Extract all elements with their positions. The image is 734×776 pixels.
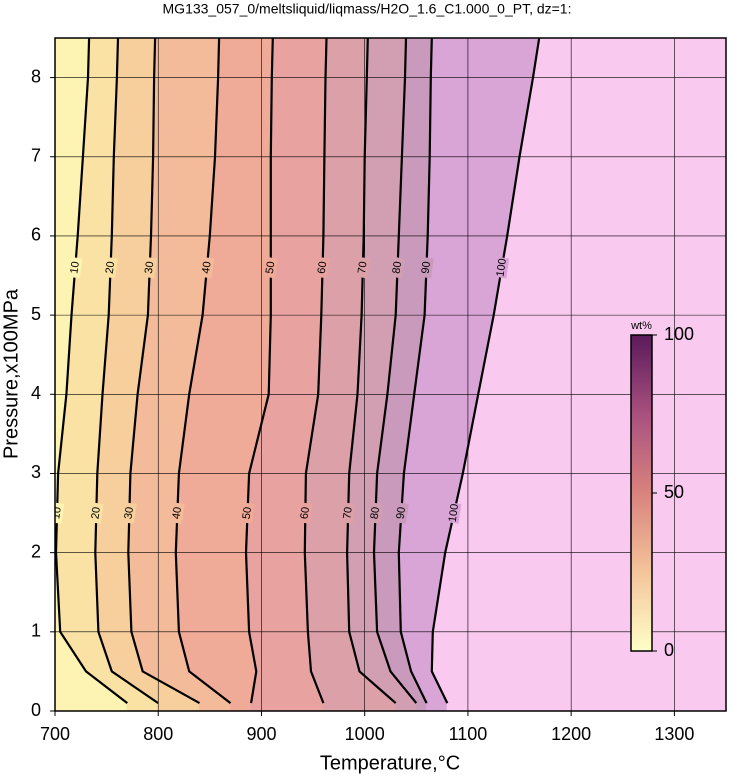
contour-label-group: 80: [390, 256, 405, 279]
contour-line: [94, 38, 159, 705]
contour-label: 30: [143, 261, 157, 275]
contour-label: 60: [298, 506, 312, 520]
contour-label-bg: [494, 256, 510, 279]
contour-label-bg: [263, 256, 279, 279]
contour-label-bg: [67, 256, 83, 279]
contour-label-bg: [142, 256, 158, 279]
contour-label-bg: [315, 256, 330, 279]
x-tick-label: 1200: [551, 724, 591, 744]
contour-label: 70: [341, 506, 355, 520]
y-tick-label: 5: [31, 304, 41, 324]
contour-label-group: 70: [355, 256, 371, 279]
contour-line: [345, 38, 397, 704]
contour-line: [397, 38, 433, 704]
y-tick-label: 0: [31, 700, 41, 720]
y-tick-label: 2: [31, 541, 41, 561]
contour-label-group: 60: [315, 256, 330, 279]
x-tick-label: 800: [143, 724, 173, 744]
contour-label-group: 50: [263, 256, 279, 279]
plot-frame: [54, 37, 727, 712]
contour-label: 10: [68, 261, 82, 275]
contour-label-group: 10: [50, 502, 65, 524]
contour-label-bg: [446, 502, 462, 524]
contour-label: 90: [420, 261, 434, 275]
contour-label-bg: [394, 502, 409, 524]
x-tick-label: 700: [40, 724, 70, 744]
chart-title: MG133_057_0/meltsliquid/liqmass/H2O_1.6_…: [163, 1, 572, 17]
contour-label-bg: [368, 502, 383, 524]
contour-label-bg: [240, 502, 255, 524]
contour-label-group: 100: [446, 502, 462, 524]
contour-label: 30: [122, 506, 136, 520]
x-tick-label: 1000: [345, 724, 385, 744]
contour-label-group: 40: [199, 256, 215, 279]
contour-label-bg: [419, 256, 434, 279]
contour-label-bg: [121, 502, 137, 524]
contour-label: 90: [394, 506, 408, 520]
contour-label-group: 100: [494, 256, 510, 279]
contour-label-group: 30: [142, 256, 158, 279]
contour-line: [303, 38, 328, 704]
contour-label-group: 30: [121, 502, 137, 524]
contour-line: [127, 38, 201, 705]
contour-label: 10: [50, 506, 64, 520]
contour-label-bg: [298, 502, 313, 524]
y-tick-label: 7: [31, 146, 41, 166]
contour-line: [430, 38, 541, 704]
colorbar-tick-label: 100: [664, 324, 694, 344]
y-tick-label: 3: [31, 462, 41, 482]
contour-line: [174, 38, 232, 704]
contour-label-group: 50: [240, 502, 255, 524]
contour-label-bg: [169, 502, 185, 524]
contour-label-group: 70: [340, 502, 356, 524]
contour-line: [244, 38, 274, 704]
contour-line: [55, 38, 128, 704]
contour-label-group: 80: [368, 502, 383, 524]
colorbar: [630, 334, 653, 652]
colorbar-title: wt%: [630, 320, 652, 332]
contour-label-group: 90: [394, 502, 409, 524]
y-tick-label: 1: [31, 621, 41, 641]
contour-label-bg: [103, 256, 118, 279]
contour-label-group: 40: [169, 502, 185, 524]
colorbar-tick-label: 0: [664, 640, 674, 660]
contour-label-group: 20: [103, 256, 118, 279]
contour-label-bg: [88, 502, 104, 524]
plot-area: 10 10 20 20 30 30 40 40 50 50 60 60 70 70 80 80 90 90 100 1…: [50, 38, 726, 711]
contour-label: 100: [447, 503, 461, 523]
x-axis-label: Temperature,°C: [320, 752, 460, 774]
contour-label-bg: [340, 502, 356, 524]
y-tick-label: 4: [31, 383, 41, 403]
contour-label: 70: [356, 261, 370, 275]
contour-label-bg: [355, 256, 371, 279]
contour-label: 80: [391, 261, 405, 275]
contour-label: 40: [170, 506, 184, 520]
contour-label-group: 10: [67, 256, 83, 279]
y-axis-label: Pressure,x100MPa: [0, 288, 22, 459]
contour-label-bg: [55, 502, 65, 524]
contour-label: 80: [369, 506, 383, 520]
contour-label-group: 90: [419, 256, 434, 279]
contour-label: 50: [241, 506, 255, 520]
contour-label: 60: [316, 261, 330, 275]
contour-label: 50: [264, 261, 278, 275]
contour-line: [372, 38, 418, 704]
contour-label: 100: [494, 258, 508, 278]
x-tick-label: 1100: [449, 724, 488, 744]
contour-label-bg: [199, 256, 215, 279]
contour-label-bg: [390, 256, 405, 279]
contour-label: 20: [104, 261, 118, 275]
y-tick-label: 6: [31, 225, 41, 245]
x-tick-label: 1300: [654, 724, 694, 744]
x-tick-label: 900: [246, 724, 276, 744]
contour-label-group: 20: [88, 502, 104, 524]
contour-label: 20: [89, 506, 103, 520]
contour-label: 40: [200, 261, 214, 275]
contour-label-group: 60: [298, 502, 313, 524]
y-tick-label: 8: [31, 66, 41, 86]
colorbar-tick-label: 50: [664, 482, 684, 502]
